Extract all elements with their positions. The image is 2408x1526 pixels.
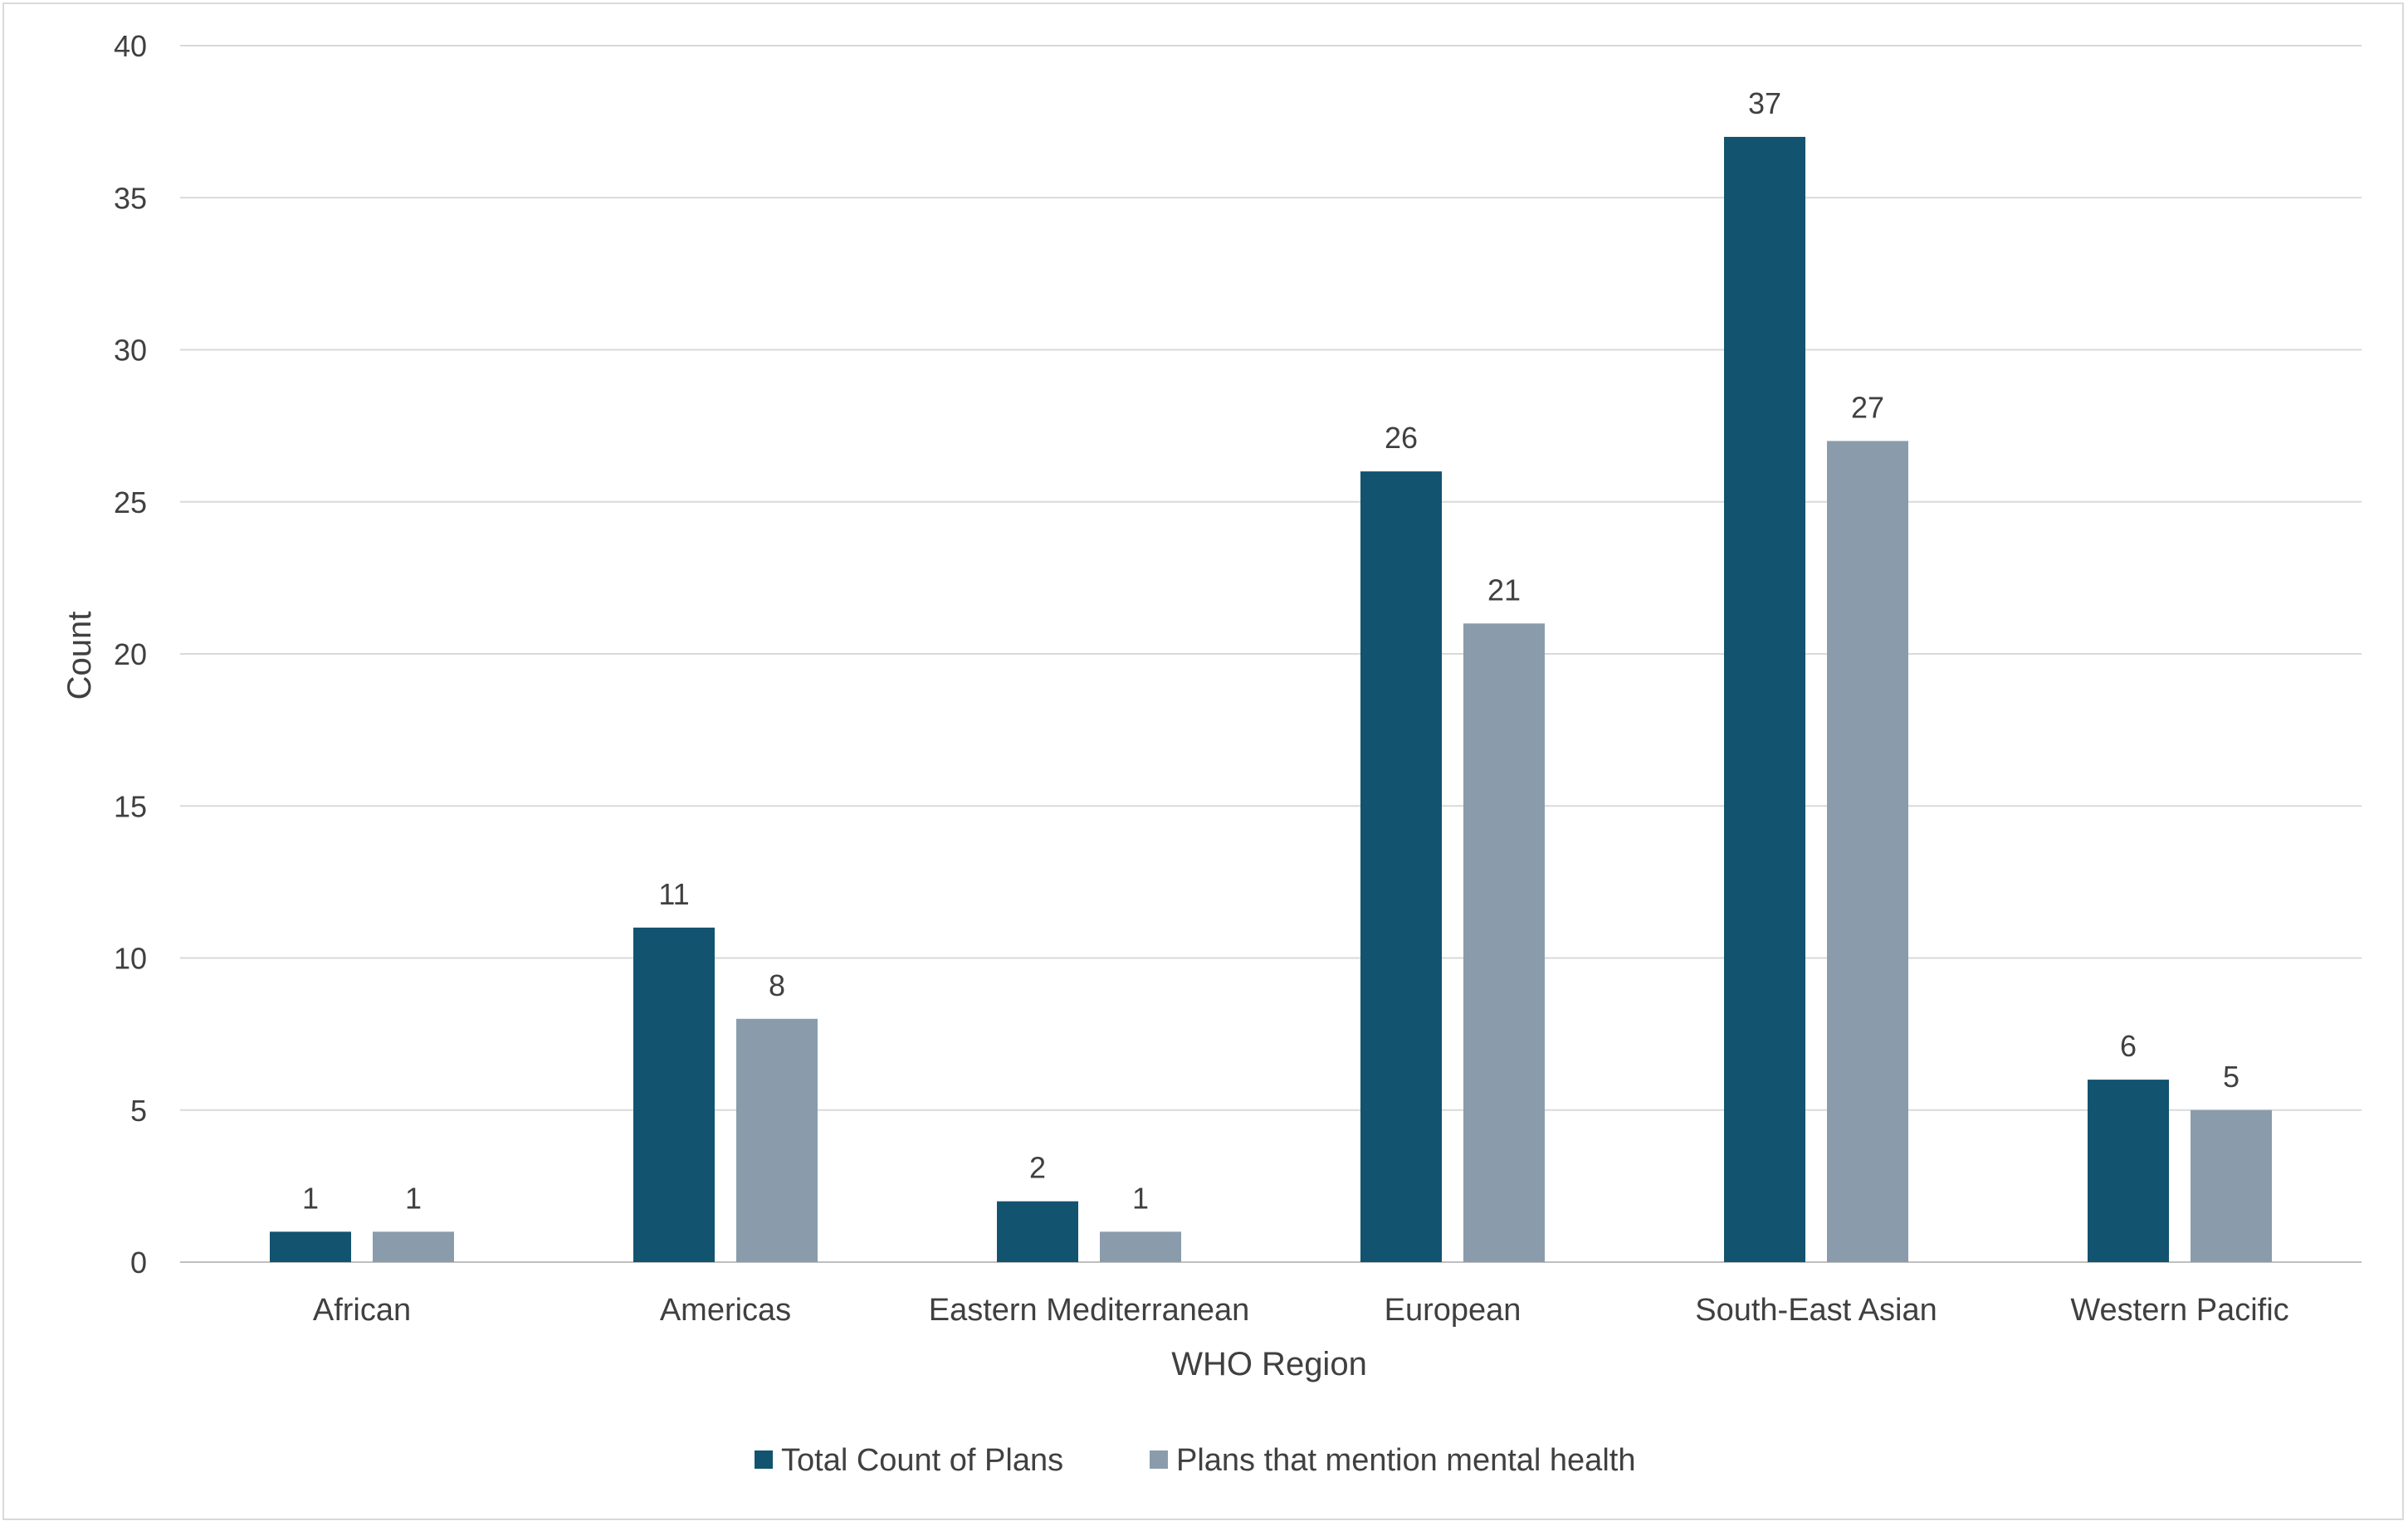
data-label: 8: [769, 968, 785, 1002]
bars: [270, 136, 2272, 1263]
bar: [997, 1201, 1078, 1262]
x-tick-label: African: [313, 1293, 411, 1328]
data-label: 11: [658, 877, 689, 911]
y-axis-label: Count: [61, 612, 98, 700]
x-tick-label: South-East Asian: [1695, 1293, 1937, 1328]
x-tick-label: Eastern Mediterranean: [929, 1293, 1250, 1328]
x-tick-label: Americas: [660, 1293, 791, 1328]
y-tick-label: 5: [130, 1094, 147, 1128]
legend: Total Count of Plans Plans that mention m…: [755, 1443, 1635, 1478]
y-tick-label: 0: [130, 1246, 147, 1280]
data-label: 27: [1851, 390, 1884, 424]
bar: [1360, 471, 1442, 1262]
legend-label: Plans that mention mental health: [1176, 1443, 1635, 1478]
data-label: 1: [405, 1181, 422, 1215]
data-label: 1: [302, 1181, 319, 1215]
bar: [1724, 136, 1805, 1263]
y-tick-label: 15: [114, 789, 147, 823]
y-tick-label: 35: [114, 181, 147, 215]
y-tick-label: 30: [114, 334, 147, 368]
x-axis-label: WHO Region: [1171, 1346, 1367, 1382]
bar: [2191, 1109, 2272, 1262]
y-tick-label: 10: [114, 942, 147, 976]
data-label: 5: [2223, 1060, 2239, 1094]
data-label: 2: [1029, 1151, 1046, 1185]
bar: [736, 1018, 818, 1262]
data-label: 1: [1132, 1181, 1149, 1215]
y-tick-label: 20: [114, 637, 147, 671]
bar: [1100, 1231, 1181, 1262]
data-label: 26: [1385, 421, 1418, 455]
legend-label: Total Count of Plans: [781, 1443, 1063, 1478]
legend-swatch: [1150, 1450, 1168, 1469]
bar: [270, 1231, 351, 1262]
x-tick-label: Western Pacific: [2070, 1293, 2288, 1328]
bar: [1463, 623, 1545, 1262]
bar: [2088, 1080, 2169, 1262]
bar: [1827, 441, 1908, 1262]
bar: [633, 927, 715, 1262]
gridlines: [180, 45, 2362, 1263]
data-label: 21: [1487, 573, 1521, 607]
x-axis-ticks: African Americas Eastern Mediterranean Euro…: [313, 1293, 2289, 1328]
y-tick-label: 40: [114, 29, 147, 63]
bar: [373, 1231, 454, 1262]
data-label: 37: [1748, 86, 1781, 120]
y-tick-label: 25: [114, 485, 147, 519]
legend-swatch: [755, 1450, 773, 1469]
data-label: 6: [2120, 1029, 2137, 1063]
y-axis-ticks: 0 5 10 15 20 25 30 35 40: [114, 29, 147, 1280]
x-tick-label: European: [1385, 1293, 1521, 1328]
